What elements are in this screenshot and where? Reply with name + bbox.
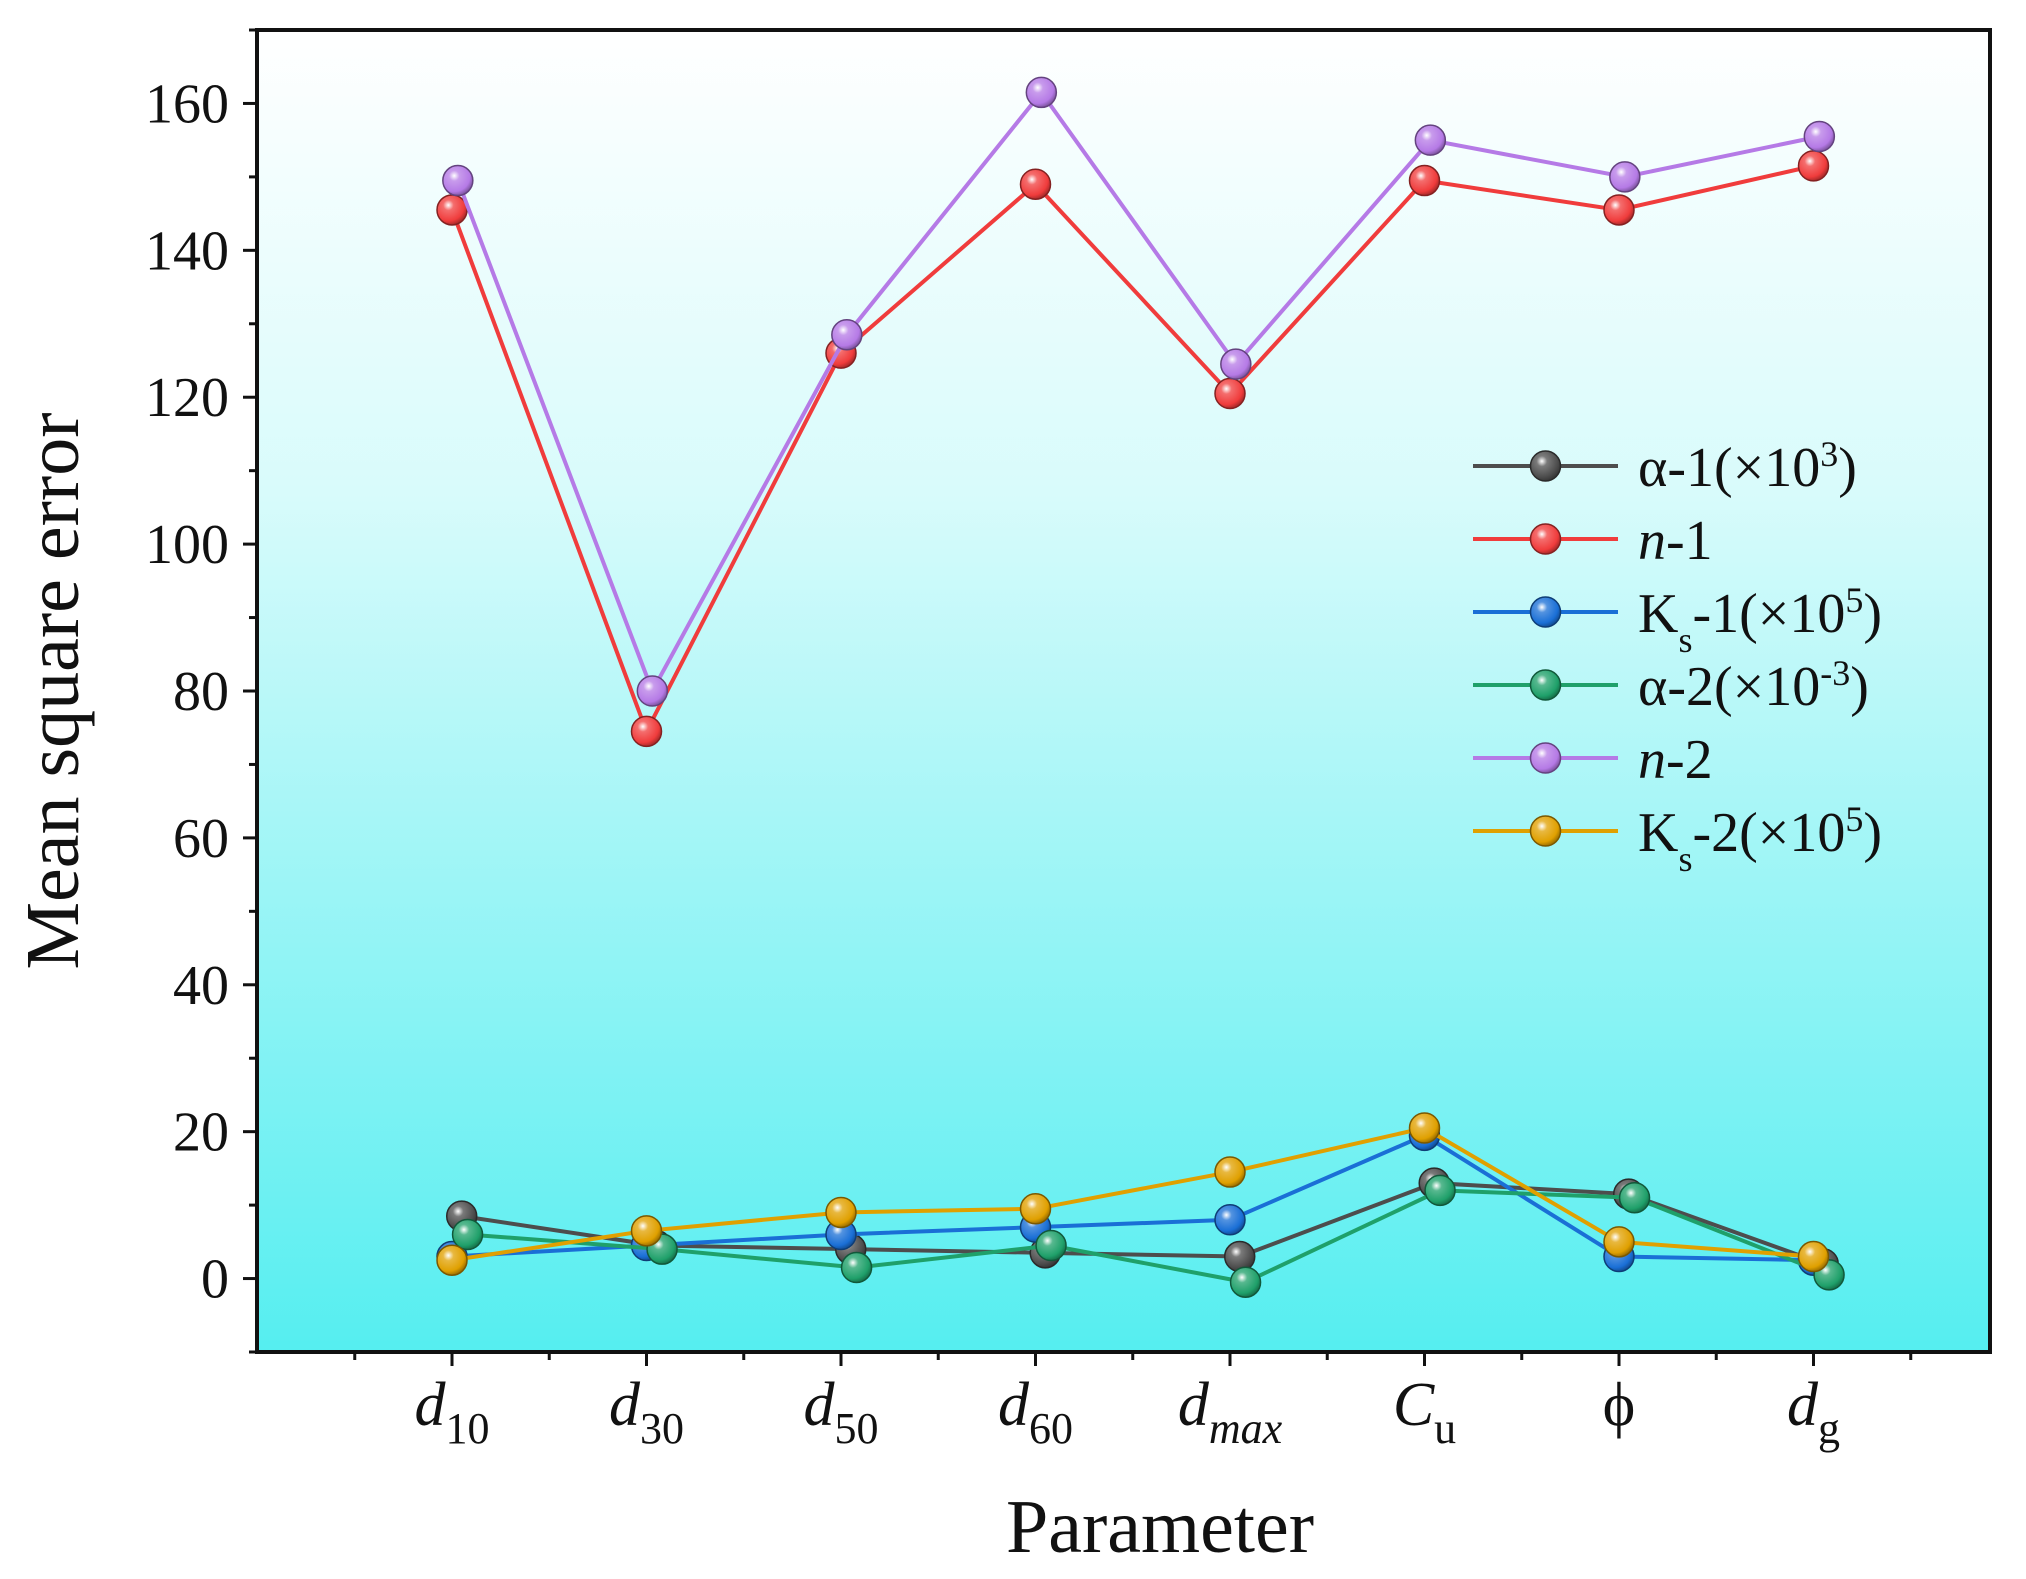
x-axis: d10 d30 d50 d60 dmax Cu ϕ dg xyxy=(353,1352,1913,1453)
y-axis-title: Mean square error xyxy=(11,412,95,969)
data-point xyxy=(636,675,669,707)
legend: α-1(×103) n-1 Ks-1(×105)α-2(×10-3) n-2 Ks-2(… xyxy=(1473,434,1882,879)
data-point xyxy=(1214,1156,1246,1188)
y-tick-label: 0 xyxy=(201,1249,229,1311)
series-line xyxy=(451,1125,1814,1263)
series-4 xyxy=(442,76,1836,707)
data-point xyxy=(1414,124,1447,156)
data-point xyxy=(831,319,863,351)
data-point xyxy=(1408,164,1441,197)
legend-item-1: n-1 xyxy=(1473,510,1713,572)
legend-item-5: Ks-2(×105) xyxy=(1473,799,1882,879)
data-point xyxy=(630,715,663,748)
data-point xyxy=(1424,1174,1456,1207)
legend-item-2: Ks-1(×105) xyxy=(1473,580,1882,660)
x-tick-label: Cu xyxy=(1393,1371,1456,1453)
y-tick-label: 160 xyxy=(145,73,229,135)
data-point xyxy=(1603,1226,1635,1258)
y-tick-label: 80 xyxy=(173,661,229,723)
legend-marker xyxy=(1529,669,1562,701)
series-line xyxy=(461,1181,1824,1266)
legend-label: n-1 xyxy=(1638,510,1713,572)
data-point xyxy=(1019,168,1052,200)
series-5 xyxy=(436,1112,1830,1276)
series-line xyxy=(451,1133,1814,1263)
data-point xyxy=(1229,1266,1262,1298)
data-point xyxy=(825,1196,857,1229)
legend-marker xyxy=(1529,596,1562,628)
data-point xyxy=(1603,194,1635,226)
data-point xyxy=(1019,1193,1052,1225)
legend-label: α-2(×10-3) xyxy=(1638,653,1869,718)
data-point xyxy=(1408,1112,1441,1144)
x-axis-title: Parameter xyxy=(1006,1485,1314,1569)
legend-label: Ks-1(×105) xyxy=(1638,580,1882,660)
data-point xyxy=(1618,1182,1651,1214)
legend-label: Ks-2(×105) xyxy=(1638,799,1882,879)
legend-item-0: α-1(×103) xyxy=(1473,434,1857,499)
legend-label: α-1(×103) xyxy=(1638,434,1857,499)
y-axis: 0 20 40 60 80 100 120 140 160 xyxy=(145,28,257,1354)
y-tick-label: 140 xyxy=(145,220,229,282)
y-tick-label: 40 xyxy=(173,955,229,1017)
legend-marker xyxy=(1529,523,1562,555)
x-tick-label: dmax xyxy=(1178,1371,1283,1453)
series-line xyxy=(455,89,1820,696)
data-point xyxy=(1214,1204,1246,1236)
data-point xyxy=(442,164,474,197)
data-point xyxy=(436,1244,468,1276)
data-point xyxy=(1609,161,1641,193)
x-tick-label: d10 xyxy=(415,1371,490,1453)
data-point xyxy=(451,1218,484,1251)
series-line xyxy=(467,1188,1830,1285)
legend-label: n-2 xyxy=(1638,729,1713,791)
legend-marker xyxy=(1529,815,1562,847)
legend-item-3: α-2(×10-3) xyxy=(1473,653,1869,718)
data-point xyxy=(1214,377,1246,410)
data-point xyxy=(1797,150,1830,182)
legend-marker xyxy=(1529,450,1562,482)
data-point xyxy=(1025,76,1058,109)
legend-marker xyxy=(1529,742,1562,774)
y-tick-label: 100 xyxy=(145,514,229,576)
data-point xyxy=(1803,120,1836,153)
data-point xyxy=(840,1251,873,1284)
x-tick-label: dg xyxy=(1787,1371,1840,1453)
series-line xyxy=(450,163,1814,737)
y-tick-label: 20 xyxy=(173,1102,229,1164)
data-point xyxy=(1223,1240,1256,1273)
legend-item-4: n-2 xyxy=(1473,729,1713,791)
x-tick-label: ϕ xyxy=(1603,1371,1636,1439)
data-point xyxy=(1220,348,1252,380)
series-3 xyxy=(451,1174,1845,1298)
x-tick-label: d50 xyxy=(804,1371,879,1453)
data-point xyxy=(1035,1229,1067,1262)
data-point xyxy=(630,1215,663,1247)
y-tick-label: 60 xyxy=(173,808,229,870)
x-tick-label: d60 xyxy=(998,1371,1073,1453)
series-layer xyxy=(436,76,1845,1298)
y-tick-label: 120 xyxy=(145,367,229,429)
data-point xyxy=(1797,1240,1830,1273)
data-point xyxy=(436,194,468,226)
x-tick-label: d30 xyxy=(609,1371,684,1453)
plot-background xyxy=(257,30,1990,1352)
